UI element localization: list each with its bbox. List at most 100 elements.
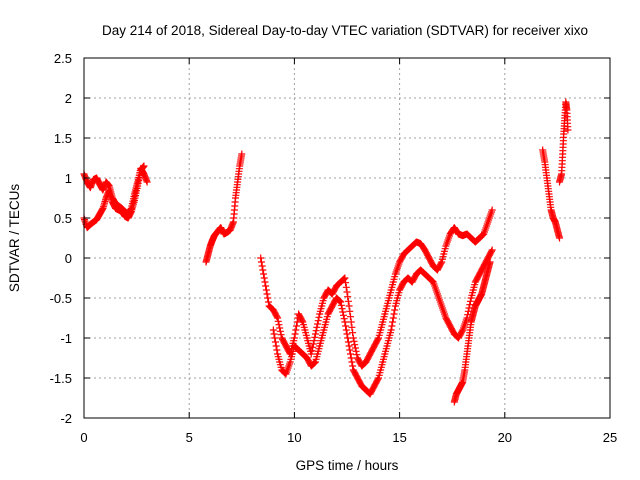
data-point-seg3a	[345, 302, 353, 310]
data-point-seg3a	[344, 293, 352, 301]
data-point-seg3b	[345, 342, 353, 350]
data-point-seg3b	[337, 298, 345, 306]
data-point-seg3b	[487, 247, 495, 255]
x-tick-label: 15	[392, 430, 406, 445]
data-point-seg3b	[271, 338, 279, 346]
data-point-seg3a	[262, 286, 270, 294]
data-point-seg3a	[315, 313, 323, 321]
x-tick-label: 5	[186, 430, 193, 445]
data-point-seg3b	[390, 310, 398, 318]
data-point-seg3c	[486, 258, 494, 266]
y-tick-label: 1	[65, 171, 72, 186]
data-point-seg3b	[348, 358, 356, 366]
data-point-seg3b	[344, 338, 352, 346]
data-point-seg3b	[466, 301, 474, 309]
data-point-seg2	[238, 150, 246, 158]
data-point-seg3a	[292, 326, 300, 334]
data-point-seg3b	[389, 318, 397, 326]
data-point-seg3a	[349, 329, 357, 337]
plot-frame	[83, 57, 611, 419]
x-tick-label: 10	[287, 430, 301, 445]
data-point-seg3a	[276, 327, 284, 335]
data-point-seg3a	[352, 347, 360, 355]
data-point-seg1a	[143, 178, 151, 186]
data-point-seg3b	[374, 375, 382, 383]
data-point-seg3b	[336, 297, 344, 305]
data-point-seg3a	[273, 313, 281, 321]
data-point-seg3b	[347, 354, 355, 362]
y-tick-label: 2	[65, 91, 72, 106]
data-point-seg3b	[310, 359, 318, 367]
y-tick-label: -1	[60, 331, 72, 346]
data-point-seg3a	[258, 262, 266, 270]
data-point-seg3b	[464, 311, 472, 319]
data-point-seg3a	[342, 279, 350, 287]
data-point-seg3b	[488, 246, 496, 254]
data-point-seg3a	[488, 206, 496, 214]
data-point-seg3a	[311, 330, 319, 338]
data-point-seg3b	[341, 318, 349, 326]
data-point-seg3b	[340, 315, 348, 323]
data-point-seg3a	[291, 330, 299, 338]
data-point-seg3a	[346, 307, 354, 315]
data-point-seg3b	[465, 304, 473, 312]
y-tick-label: -0.5	[50, 291, 72, 306]
data-point-seg3b	[342, 322, 350, 330]
x-tick-label: 25	[603, 430, 617, 445]
data-point-seg3a	[437, 259, 445, 267]
data-point-seg3a	[309, 343, 317, 351]
y-tick-label: 0	[65, 251, 72, 266]
y-tick-label: 0.5	[54, 211, 72, 226]
data-point-seg3a	[353, 351, 361, 359]
data-point-seg3a	[310, 337, 318, 345]
data-point-seg3a	[257, 258, 265, 266]
data-point-seg3a	[311, 333, 319, 341]
data-point-seg3a	[351, 344, 359, 352]
x-axis-label: GPS time / hours	[296, 458, 399, 473]
data-point-seg3b	[272, 342, 280, 350]
data-point-seg3b	[271, 334, 279, 342]
data-point-seg1b	[140, 162, 148, 170]
data-point-seg3b	[335, 297, 343, 305]
data-point-seg3a	[350, 337, 358, 345]
data-point-seg3a	[298, 317, 306, 325]
data-point-seg3a	[308, 347, 316, 355]
data-point-seg3a	[344, 297, 352, 305]
data-point-seg3a	[277, 331, 285, 339]
data-point-seg3b	[344, 334, 352, 342]
data-point-seg4a	[556, 234, 564, 242]
chart-title: Day 214 of 2018, Sidereal Day-to-day VTE…	[102, 23, 588, 38]
data-point-seg3b	[311, 359, 319, 367]
data-point-seg3b	[339, 311, 347, 319]
data-point-seg3a	[259, 266, 267, 274]
y-axis-label: SDTVAR / TECUs	[7, 184, 22, 293]
data-point-seg3a	[340, 275, 348, 283]
data-point-seg3a	[264, 298, 272, 306]
data-point-seg3a	[313, 323, 321, 331]
data-point-seg3b	[343, 330, 351, 338]
data-point-seg3a	[374, 335, 382, 343]
y-tick-label: 1.5	[54, 131, 72, 146]
data-point-seg3a	[309, 340, 317, 348]
data-point-seg3b	[269, 326, 277, 334]
data-point-seg3a	[274, 317, 282, 325]
data-point-seg4b	[564, 126, 572, 134]
data-point-seg3b	[391, 306, 399, 314]
data-point-seg3b	[389, 314, 397, 322]
data-points	[80, 98, 572, 406]
data-point-seg3a	[343, 288, 351, 296]
data-point-seg3b	[349, 362, 357, 370]
data-point-seg3b	[387, 326, 395, 334]
data-point-seg3a	[264, 294, 272, 302]
data-point-seg3a	[293, 322, 301, 330]
data-point-seg3b	[388, 322, 396, 330]
data-point-seg3b	[338, 305, 346, 313]
data-point-seg3b	[273, 346, 281, 354]
data-point-seg3b	[337, 301, 345, 309]
data-point-seg3a	[290, 334, 298, 342]
y-tick-label: -1.5	[50, 371, 72, 386]
data-point-seg3a	[341, 274, 349, 282]
x-tick-label: 0	[80, 430, 87, 445]
gridlines	[84, 58, 610, 418]
data-point-seg3a	[262, 282, 270, 290]
